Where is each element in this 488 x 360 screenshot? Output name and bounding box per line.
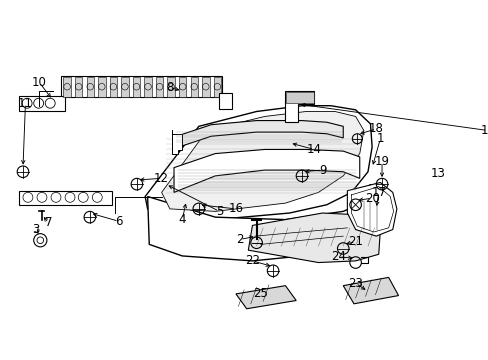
Text: 11: 11 xyxy=(18,97,33,110)
Polygon shape xyxy=(19,96,65,112)
Bar xyxy=(98,77,105,96)
Polygon shape xyxy=(346,183,396,236)
Text: 19: 19 xyxy=(374,156,389,168)
Bar xyxy=(202,77,209,96)
Text: 4: 4 xyxy=(178,213,185,226)
Text: 8: 8 xyxy=(166,81,173,94)
Bar xyxy=(61,76,222,98)
Text: 14: 14 xyxy=(306,143,321,156)
Bar xyxy=(179,77,186,96)
Text: 2: 2 xyxy=(236,233,244,246)
Text: 24: 24 xyxy=(331,250,346,263)
Text: 7: 7 xyxy=(45,216,52,229)
Text: 18: 18 xyxy=(368,122,383,135)
Bar xyxy=(121,77,128,96)
Polygon shape xyxy=(219,93,231,109)
Polygon shape xyxy=(235,285,296,309)
Text: 10: 10 xyxy=(32,76,47,89)
Bar xyxy=(132,77,140,96)
Text: 16: 16 xyxy=(228,202,243,215)
Text: 25: 25 xyxy=(253,287,267,300)
Text: 21: 21 xyxy=(347,235,363,248)
Bar xyxy=(190,77,198,96)
Text: 6: 6 xyxy=(115,215,122,228)
Text: 9: 9 xyxy=(318,163,325,177)
Text: 1: 1 xyxy=(376,132,384,145)
Polygon shape xyxy=(174,121,343,149)
Polygon shape xyxy=(248,213,380,262)
Bar xyxy=(75,77,82,96)
Bar xyxy=(86,77,94,96)
Polygon shape xyxy=(147,184,370,261)
Polygon shape xyxy=(343,278,398,304)
Text: 23: 23 xyxy=(347,277,362,290)
Polygon shape xyxy=(171,130,182,154)
Polygon shape xyxy=(162,112,363,211)
Polygon shape xyxy=(285,91,314,122)
Text: 12: 12 xyxy=(154,172,169,185)
Polygon shape xyxy=(285,92,313,103)
Text: 20: 20 xyxy=(364,192,379,204)
Bar xyxy=(63,77,71,96)
Text: 17: 17 xyxy=(370,186,386,199)
Text: 22: 22 xyxy=(244,255,260,267)
Bar xyxy=(109,77,117,96)
Polygon shape xyxy=(174,149,359,192)
Bar xyxy=(213,77,221,96)
Text: 15: 15 xyxy=(479,124,488,137)
Bar xyxy=(144,77,151,96)
Text: 13: 13 xyxy=(430,167,445,180)
Polygon shape xyxy=(19,191,112,205)
Bar xyxy=(156,77,163,96)
Polygon shape xyxy=(145,106,371,220)
Text: 5: 5 xyxy=(215,205,223,218)
Text: 3: 3 xyxy=(32,223,39,236)
Bar xyxy=(167,77,175,96)
